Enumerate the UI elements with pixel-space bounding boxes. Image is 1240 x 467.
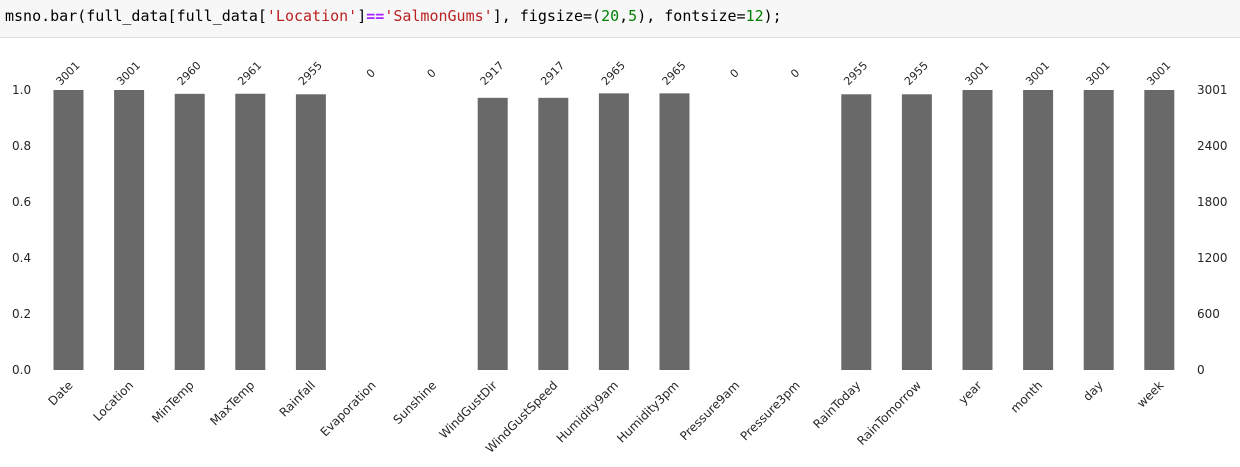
bar-count-label: 2965 bbox=[660, 59, 689, 88]
category-label: Evaporation bbox=[318, 378, 379, 439]
bar-count-label: 2955 bbox=[296, 59, 325, 88]
bar-count-label: 0 bbox=[364, 66, 378, 80]
code-operator: == bbox=[366, 7, 385, 25]
bar-count-label: 2955 bbox=[902, 59, 931, 88]
right-tick-label: 1800 bbox=[1197, 195, 1228, 209]
code-num-12: 12 bbox=[745, 7, 764, 25]
right-tick-label: 3001 bbox=[1197, 83, 1228, 97]
code-cell[interactable]: msno.bar(full_data[full_data['Location']… bbox=[0, 0, 1240, 38]
code-line: msno.bar(full_data[full_data['Location']… bbox=[5, 7, 782, 25]
bar bbox=[962, 90, 993, 370]
bar-count-label: 2965 bbox=[599, 59, 628, 88]
category-label: week bbox=[1134, 378, 1166, 410]
code-end: ); bbox=[763, 7, 782, 25]
right-tick-label: 1200 bbox=[1197, 251, 1228, 265]
bar bbox=[53, 90, 84, 370]
bar bbox=[114, 90, 145, 370]
bar-count-label: 2917 bbox=[538, 59, 567, 88]
bar bbox=[1144, 90, 1175, 370]
bar-count-label: 2960 bbox=[175, 59, 204, 88]
bar bbox=[598, 93, 629, 370]
bar bbox=[295, 94, 326, 370]
code-comma: , bbox=[619, 7, 629, 25]
code-df: full_data[full_data[ bbox=[86, 7, 267, 25]
right-tick-label: 0 bbox=[1197, 363, 1205, 377]
code-string-salmongums: 'SalmonGums' bbox=[384, 7, 493, 25]
category-label: MaxTemp bbox=[207, 378, 257, 428]
bar bbox=[659, 93, 690, 370]
bar-count-label: 2917 bbox=[478, 59, 507, 88]
category-label: WindGustDir bbox=[437, 378, 500, 441]
left-tick-label: 0.4 bbox=[12, 251, 31, 265]
category-label: Date bbox=[45, 378, 75, 408]
bar bbox=[841, 94, 872, 370]
bar bbox=[477, 97, 508, 370]
category-label: Sunshine bbox=[390, 378, 439, 427]
bar-count-label: 0 bbox=[728, 66, 742, 80]
code-fontsize: ), fontsize= bbox=[637, 7, 746, 25]
bar-count-label: 0 bbox=[788, 66, 802, 80]
category-label: Pressure9am bbox=[677, 378, 742, 443]
bar-count-label: 3001 bbox=[963, 59, 992, 88]
bar bbox=[901, 94, 932, 370]
bar bbox=[1083, 90, 1114, 370]
code-num-5: 5 bbox=[628, 7, 638, 25]
category-label: year bbox=[956, 378, 985, 407]
bar-count-label: 3001 bbox=[1084, 59, 1113, 88]
bar-count-label: 3001 bbox=[1144, 59, 1173, 88]
missingno-bar-chart: 0.0 0.2 0.4 0.6 0.8 1.0 0 600 1200 1800 2400 3001 30… bbox=[12, 59, 1228, 456]
bar bbox=[174, 93, 205, 371]
code-bracket: ] bbox=[357, 7, 367, 25]
code-num-20: 20 bbox=[601, 7, 620, 25]
category-label: Location bbox=[90, 378, 136, 424]
bar bbox=[1023, 90, 1054, 370]
bar-count-label: 2961 bbox=[235, 59, 264, 88]
right-tick-label: 600 bbox=[1197, 307, 1220, 321]
category-label: Humidity3pm bbox=[614, 378, 681, 445]
bar bbox=[235, 93, 266, 370]
bar-count-label: 0 bbox=[425, 66, 439, 80]
right-tick-label: 2400 bbox=[1197, 139, 1228, 153]
category-label: Rainfall bbox=[277, 378, 318, 419]
category-label: Humidity9am bbox=[554, 378, 621, 445]
bar-count-label: 3001 bbox=[114, 59, 143, 88]
code-fn: msno.bar( bbox=[5, 7, 87, 25]
left-tick-label: 0.6 bbox=[12, 195, 31, 209]
left-tick-label: 0.2 bbox=[12, 307, 31, 321]
bar bbox=[538, 97, 569, 370]
bar-count-label: 3001 bbox=[1023, 59, 1052, 88]
code-string-location: 'Location' bbox=[266, 7, 358, 25]
bar-count-label: 3001 bbox=[54, 59, 83, 88]
category-label: month bbox=[1008, 378, 1045, 415]
code-figsize: ], figsize=( bbox=[492, 7, 602, 25]
category-label: Pressure3pm bbox=[738, 378, 803, 443]
category-label: RainTomorrow bbox=[854, 378, 924, 448]
left-tick-label: 0.0 bbox=[12, 363, 31, 377]
left-tick-label: 0.8 bbox=[12, 139, 31, 153]
category-label: RainToday bbox=[810, 378, 863, 431]
left-tick-label: 1.0 bbox=[12, 83, 31, 97]
bar-count-label: 2955 bbox=[841, 59, 870, 88]
category-label: day bbox=[1080, 378, 1106, 404]
category-label: MinTemp bbox=[149, 378, 197, 426]
